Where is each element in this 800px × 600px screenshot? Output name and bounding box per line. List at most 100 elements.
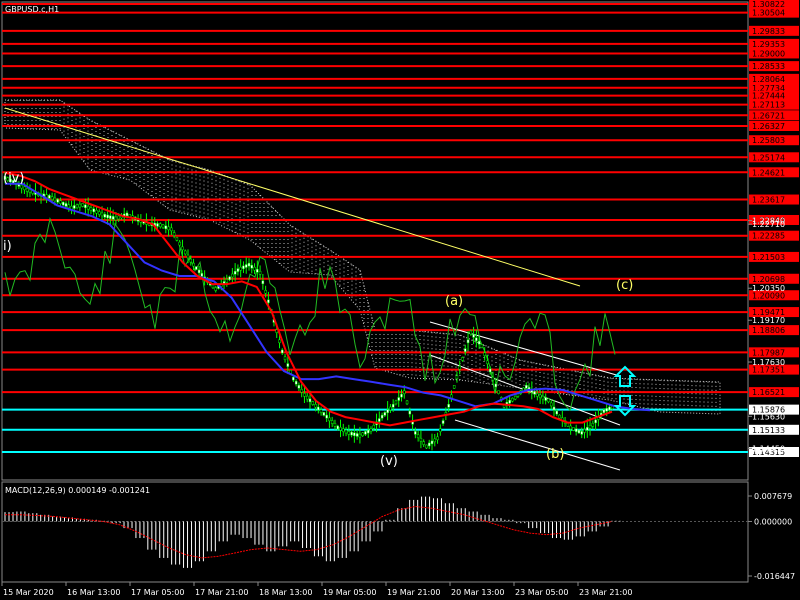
price-candle <box>450 394 453 399</box>
price-candle <box>466 339 470 344</box>
up-arrow-icon[interactable] <box>613 365 637 387</box>
price-tick-label: 1.22710 <box>752 220 785 229</box>
price-candle <box>455 375 459 380</box>
price-candle <box>170 227 173 232</box>
price-candle <box>483 352 486 356</box>
resistance-price-label: 1.20090 <box>752 291 785 300</box>
resistance-price-label: 1.28064 <box>752 75 785 84</box>
price-candle <box>536 393 539 397</box>
time-tick-label: 20 Mar 13:00 <box>451 588 504 597</box>
price-candle <box>358 433 362 438</box>
time-tick-label: 23 Mar 05:00 <box>515 588 568 597</box>
resistance-price-label: 1.18806 <box>752 326 785 335</box>
time-tick-label: 19 Mar 21:00 <box>387 588 440 597</box>
price-candle <box>261 280 265 285</box>
resistance-price-tag <box>749 251 799 262</box>
resistance-price-label: 1.25803 <box>752 136 785 145</box>
price-candle <box>397 397 400 401</box>
down-arrow-icon[interactable] <box>613 395 637 417</box>
resistance-price-tag <box>749 7 799 18</box>
price-candle <box>558 414 561 419</box>
price-candle <box>344 429 348 434</box>
resistance-price-label: 1.21503 <box>752 253 785 262</box>
resistance-price-tag <box>749 120 799 131</box>
price-candle <box>117 215 120 220</box>
price-candle <box>328 417 331 422</box>
price-candle <box>106 214 109 219</box>
resistance-price-tag <box>749 135 799 146</box>
resistance-price-tag <box>749 347 799 358</box>
price-candle <box>405 400 409 405</box>
channel-line-3[interactable] <box>454 419 621 471</box>
price-candle <box>361 432 364 437</box>
price-candle <box>242 265 245 270</box>
trendline-upper[interactable] <box>4 107 581 287</box>
price-candle <box>161 224 165 229</box>
resistance-price-label: 1.29833 <box>752 27 785 36</box>
wave-label-i: i) <box>3 239 12 254</box>
time-tick-label: 23 Mar 21:00 <box>579 588 632 597</box>
price-candle <box>391 404 395 408</box>
price-tick-label: 1.22840 <box>752 217 785 226</box>
resistance-price-tag <box>749 25 799 36</box>
resistance-price-label: 1.22864 <box>752 216 785 225</box>
macd-title: MACD(12,26,9) 0.000149 -0.001241 <box>5 486 150 495</box>
price-candle <box>172 232 176 236</box>
price-candle <box>50 196 54 200</box>
price-candle <box>549 402 553 407</box>
price-candle <box>231 273 234 278</box>
support-price-label: 1.15133 <box>752 426 785 435</box>
resistance-price-tag <box>749 194 799 205</box>
cloud-outline <box>4 99 721 415</box>
price-candle <box>555 410 559 415</box>
price-candle <box>602 409 606 413</box>
price-candle <box>86 205 90 210</box>
price-candle <box>256 268 259 273</box>
price-candle <box>461 357 464 361</box>
resistance-price-tag <box>749 73 799 84</box>
price-candle <box>314 404 317 408</box>
resistance-price-label: 1.19471 <box>752 308 785 317</box>
price-candle <box>472 334 475 338</box>
resistance-price-label: 1.17351 <box>752 366 785 375</box>
price-candle <box>111 216 115 220</box>
price-candle <box>297 385 301 389</box>
macd-tick-label: 0.007679 <box>754 492 792 501</box>
price-candle <box>95 209 98 214</box>
price-candle <box>469 330 473 335</box>
ma-fast-line <box>4 171 613 427</box>
price-candle <box>541 395 545 400</box>
oscillator-line <box>4 217 616 412</box>
price-candle <box>547 398 550 403</box>
symbol-title: GBPUSD.c,H1 <box>5 5 59 14</box>
price-candle <box>125 212 129 217</box>
ichimoku-cloud <box>4 99 721 415</box>
macd-signal-line <box>5 505 613 559</box>
price-candle <box>333 423 337 427</box>
time-tick-label: 16 Mar 13:00 <box>67 588 120 597</box>
resistance-price-label: 1.27444 <box>752 92 785 101</box>
price-candle <box>538 394 542 399</box>
price-candle <box>552 406 556 411</box>
price-candle <box>61 201 65 206</box>
price-candle <box>75 204 79 209</box>
resistance-price-label: 1.26721 <box>752 111 785 120</box>
channel-line-1[interactable] <box>429 321 621 377</box>
price-candle <box>322 412 326 416</box>
price-candle <box>281 349 284 354</box>
resistance-price-tag <box>749 364 799 375</box>
resistance-price-label: 1.27734 <box>752 84 785 93</box>
price-candle <box>156 223 159 227</box>
resistance-price-tag <box>749 38 799 49</box>
price-candle <box>253 266 256 271</box>
price-candle <box>477 340 481 345</box>
price-candle <box>339 427 342 431</box>
price-candle <box>497 390 500 394</box>
price-candle <box>292 376 295 381</box>
price-candle <box>353 432 356 437</box>
price-candle <box>159 223 162 228</box>
price-candle <box>286 363 290 367</box>
resistance-price-label: 1.30822 <box>752 0 785 9</box>
price-candle <box>244 264 248 268</box>
